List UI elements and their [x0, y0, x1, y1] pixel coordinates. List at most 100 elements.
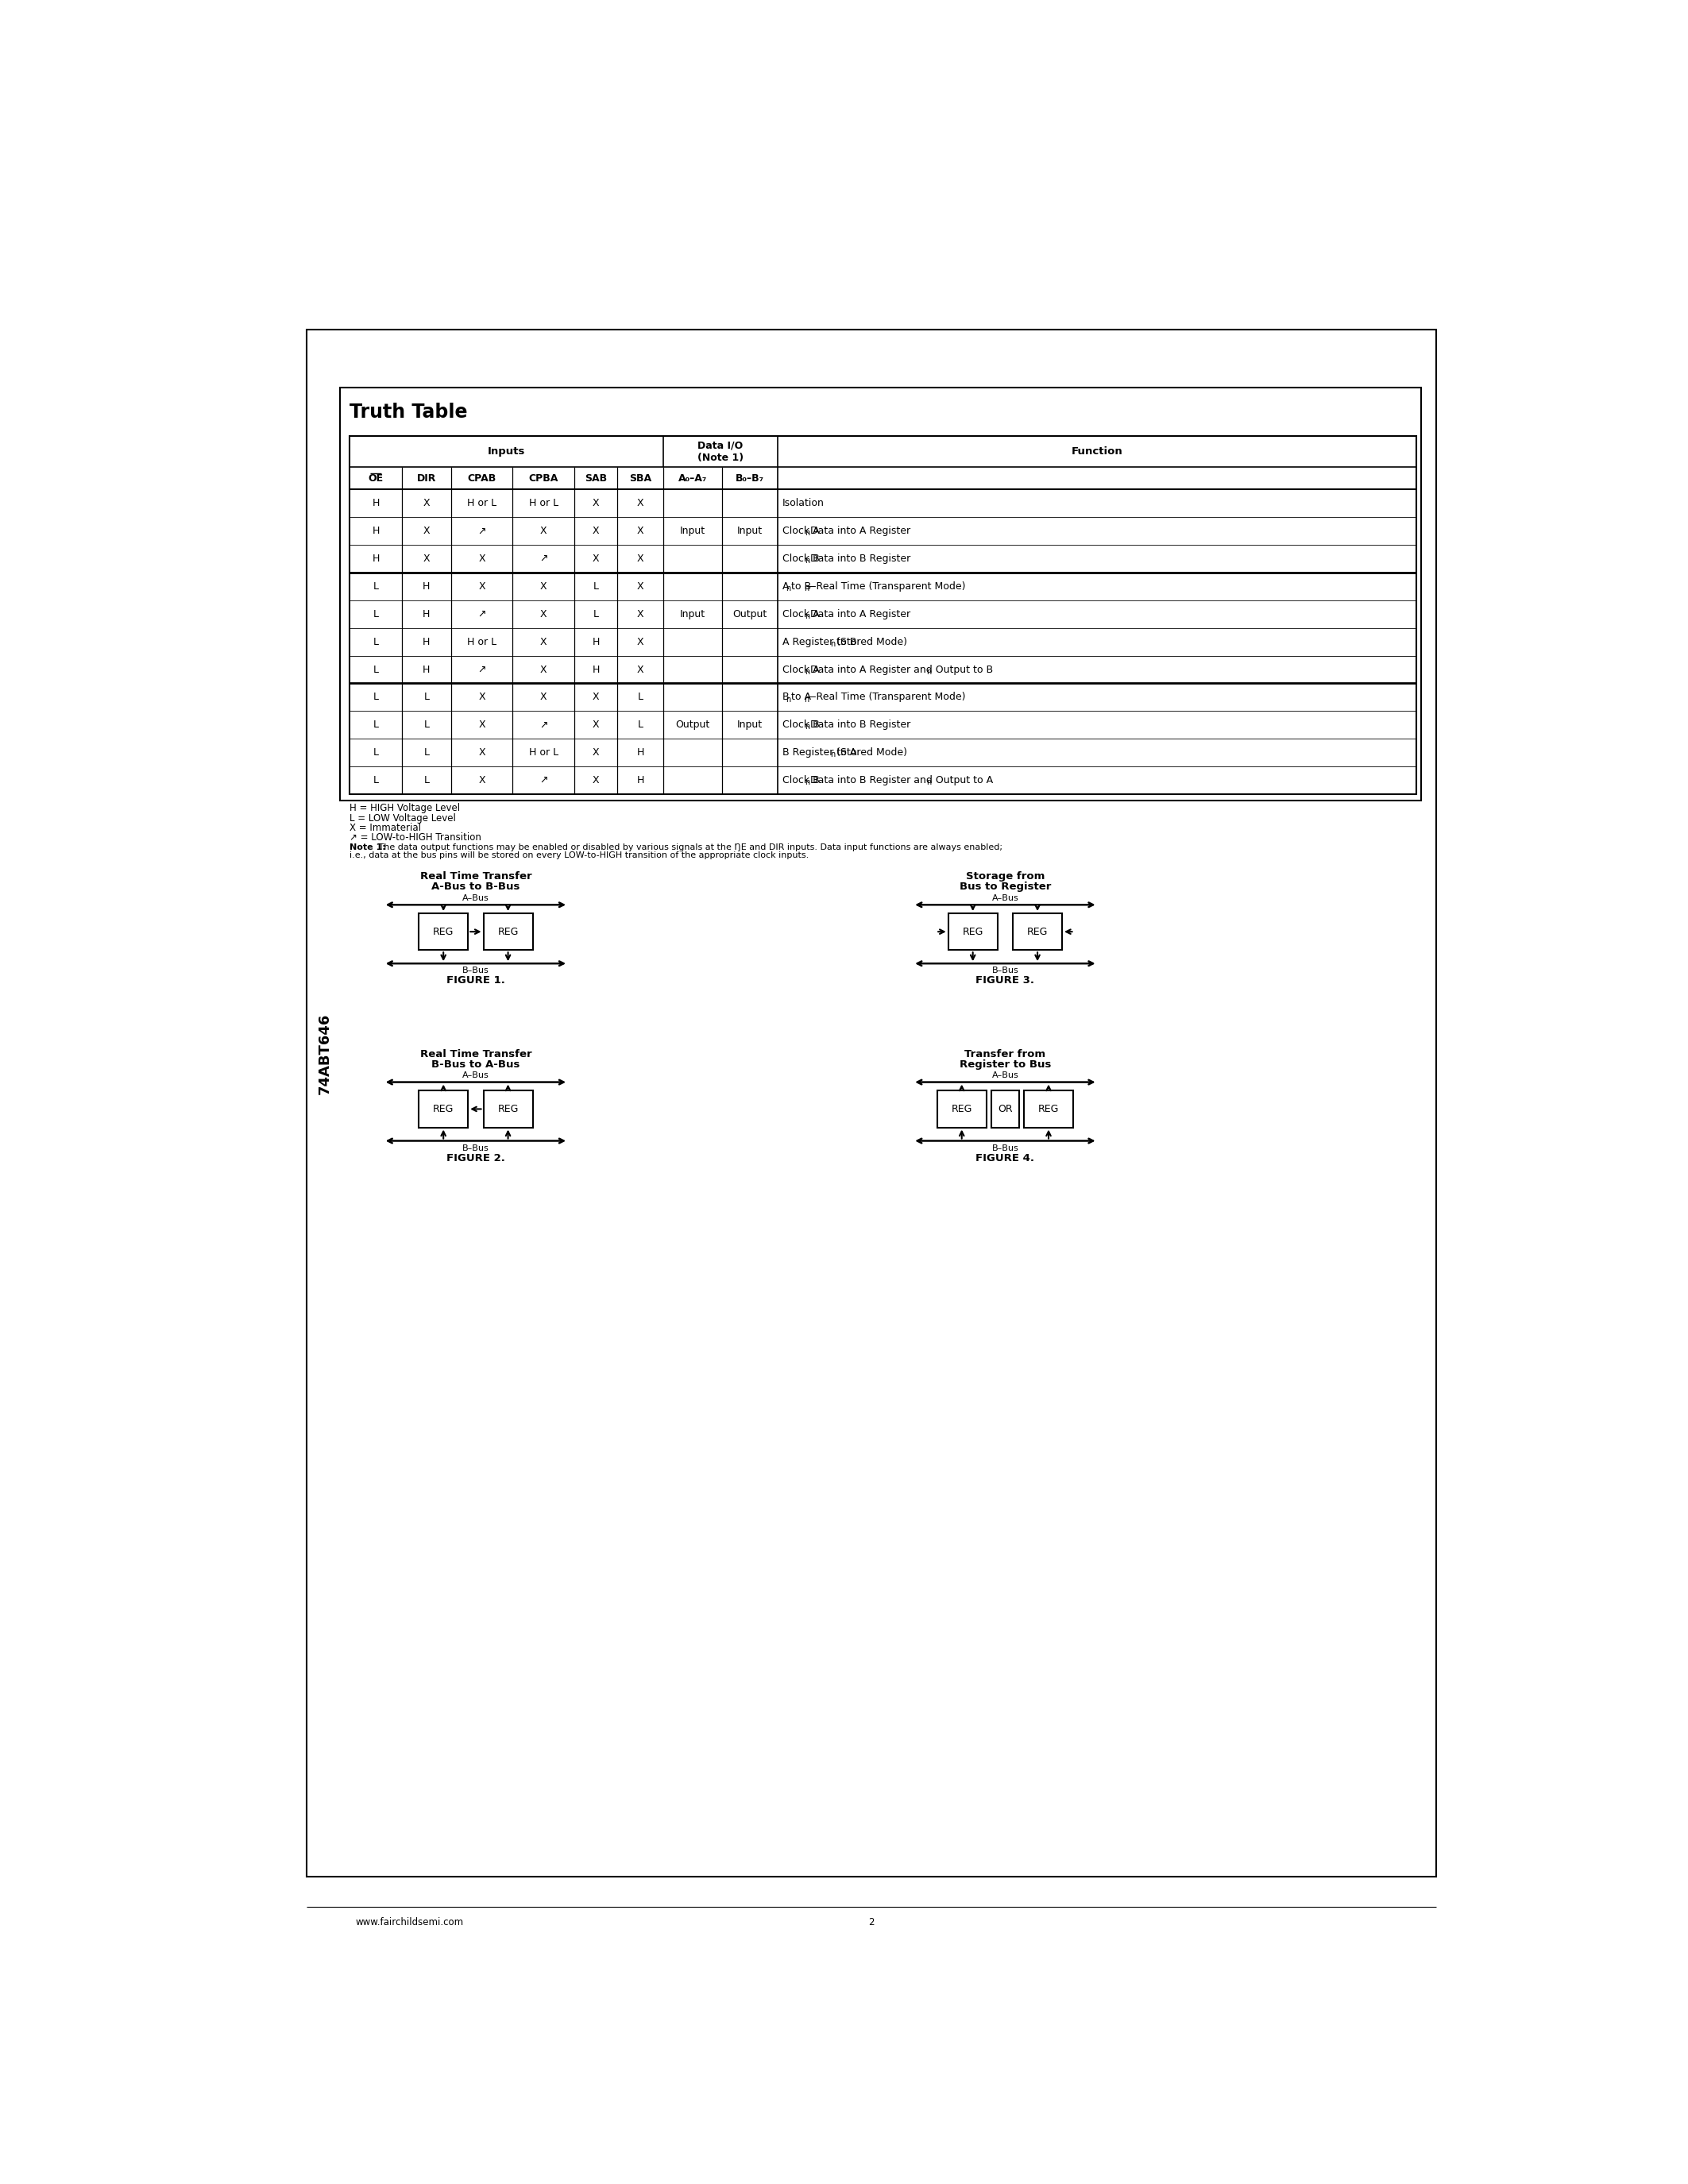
Text: B–Bus: B–Bus	[463, 1144, 490, 1153]
Text: to B: to B	[788, 581, 812, 592]
Text: Transfer from: Transfer from	[964, 1048, 1047, 1059]
Text: Input: Input	[738, 721, 763, 729]
Text: X: X	[636, 581, 643, 592]
Bar	[483, 1090, 533, 1127]
Text: CPBA: CPBA	[528, 474, 559, 483]
Text: Clock A: Clock A	[782, 526, 819, 537]
Text: A₀–A₇: A₀–A₇	[679, 474, 707, 483]
Text: FIGURE 4.: FIGURE 4.	[976, 1153, 1035, 1164]
Text: 2: 2	[868, 1918, 874, 1928]
Bar	[949, 913, 998, 950]
Text: Storage from: Storage from	[966, 871, 1045, 882]
Text: X: X	[478, 692, 486, 703]
Text: —Real Time (Transparent Mode): —Real Time (Transparent Mode)	[807, 581, 966, 592]
Text: Data into B Register: Data into B Register	[807, 553, 912, 563]
Text: A Register to B: A Register to B	[782, 638, 856, 646]
Bar	[419, 913, 468, 950]
Text: DIR: DIR	[417, 474, 436, 483]
Text: Note 1:: Note 1:	[349, 843, 387, 852]
Text: SAB: SAB	[584, 474, 608, 483]
Text: L: L	[424, 775, 429, 786]
Text: FIGURE 1.: FIGURE 1.	[446, 976, 505, 985]
Text: n: n	[805, 612, 810, 620]
Text: L: L	[592, 581, 599, 592]
Text: n: n	[927, 778, 932, 786]
Text: n: n	[805, 529, 810, 537]
Text: n: n	[803, 695, 809, 703]
Text: L: L	[373, 692, 378, 703]
Text: n: n	[805, 723, 810, 732]
Text: L: L	[638, 692, 643, 703]
Text: ↗: ↗	[538, 721, 547, 729]
Text: www.fairchildsemi.com: www.fairchildsemi.com	[356, 1918, 464, 1928]
Text: n: n	[805, 668, 810, 675]
Text: X: X	[636, 498, 643, 509]
Text: i.e., data at the bus pins will be stored on every LOW-to-HIGH transition of the: i.e., data at the bus pins will be store…	[349, 852, 809, 858]
Text: SBA: SBA	[630, 474, 652, 483]
Text: Input: Input	[680, 609, 706, 620]
Text: Real Time Transfer: Real Time Transfer	[420, 871, 532, 882]
Bar	[307, 330, 1436, 1876]
Text: n: n	[830, 751, 836, 758]
Text: B: B	[782, 692, 790, 703]
Text: H: H	[422, 664, 430, 675]
Text: OR: OR	[998, 1103, 1013, 1114]
Text: X: X	[636, 664, 643, 675]
Text: H or L: H or L	[468, 498, 496, 509]
Text: X: X	[592, 553, 599, 563]
Text: ↗: ↗	[478, 609, 486, 620]
Text: REG: REG	[498, 1103, 518, 1114]
Text: ↗: ↗	[478, 526, 486, 537]
Text: ↗: ↗	[538, 775, 547, 786]
Bar	[1025, 1090, 1074, 1127]
Text: L: L	[373, 775, 378, 786]
Text: REG: REG	[432, 1103, 454, 1114]
Text: —Real Time (Transparent Mode): —Real Time (Transparent Mode)	[807, 692, 966, 703]
Text: X: X	[636, 609, 643, 620]
Text: Data I/O
(Note 1): Data I/O (Note 1)	[697, 441, 743, 463]
Text: A: A	[782, 581, 788, 592]
Text: REG: REG	[432, 926, 454, 937]
Text: B₀–B₇: B₀–B₇	[736, 474, 765, 483]
Text: Output: Output	[675, 721, 711, 729]
Text: X: X	[540, 581, 547, 592]
Text: L: L	[373, 747, 378, 758]
Text: B–Bus: B–Bus	[993, 1144, 1018, 1153]
Text: X: X	[424, 553, 430, 563]
Text: X: X	[540, 692, 547, 703]
Bar	[937, 1090, 986, 1127]
Text: CPAB: CPAB	[468, 474, 496, 483]
Text: A-Bus to B-Bus: A-Bus to B-Bus	[432, 882, 520, 893]
Text: H = HIGH Voltage Level: H = HIGH Voltage Level	[349, 804, 461, 815]
Text: Truth Table: Truth Table	[349, 402, 468, 422]
Text: X: X	[478, 581, 486, 592]
Text: X: X	[540, 638, 547, 646]
Text: A–Bus: A–Bus	[463, 893, 490, 902]
Text: Data into A Register: Data into A Register	[807, 609, 910, 620]
Text: n: n	[803, 585, 809, 592]
Text: B Register to A: B Register to A	[782, 747, 856, 758]
Text: Inputs: Inputs	[488, 446, 525, 456]
Text: L: L	[373, 609, 378, 620]
Text: Isolation: Isolation	[782, 498, 824, 509]
Text: FIGURE 3.: FIGURE 3.	[976, 976, 1035, 985]
Text: REG: REG	[498, 926, 518, 937]
Text: REG: REG	[962, 926, 984, 937]
Text: X: X	[540, 526, 547, 537]
Text: L: L	[424, 721, 429, 729]
Text: Function: Function	[1072, 446, 1123, 456]
Text: X: X	[592, 721, 599, 729]
Text: Data into B Register and Output to A: Data into B Register and Output to A	[807, 775, 993, 786]
Text: X: X	[592, 498, 599, 509]
Text: L: L	[638, 721, 643, 729]
Text: ↗ = LOW-to-HIGH Transition: ↗ = LOW-to-HIGH Transition	[349, 832, 481, 843]
Bar	[991, 1090, 1020, 1127]
Text: ↗: ↗	[538, 553, 547, 563]
Text: H: H	[422, 638, 430, 646]
Text: X: X	[478, 553, 486, 563]
Text: A–Bus: A–Bus	[993, 1072, 1018, 1079]
Text: The data output functions may be enabled or disabled by various signals at the Ŋ: The data output functions may be enabled…	[375, 843, 1003, 852]
Text: n: n	[785, 695, 790, 703]
Text: H: H	[371, 498, 380, 509]
Text: A–Bus: A–Bus	[463, 1072, 490, 1079]
